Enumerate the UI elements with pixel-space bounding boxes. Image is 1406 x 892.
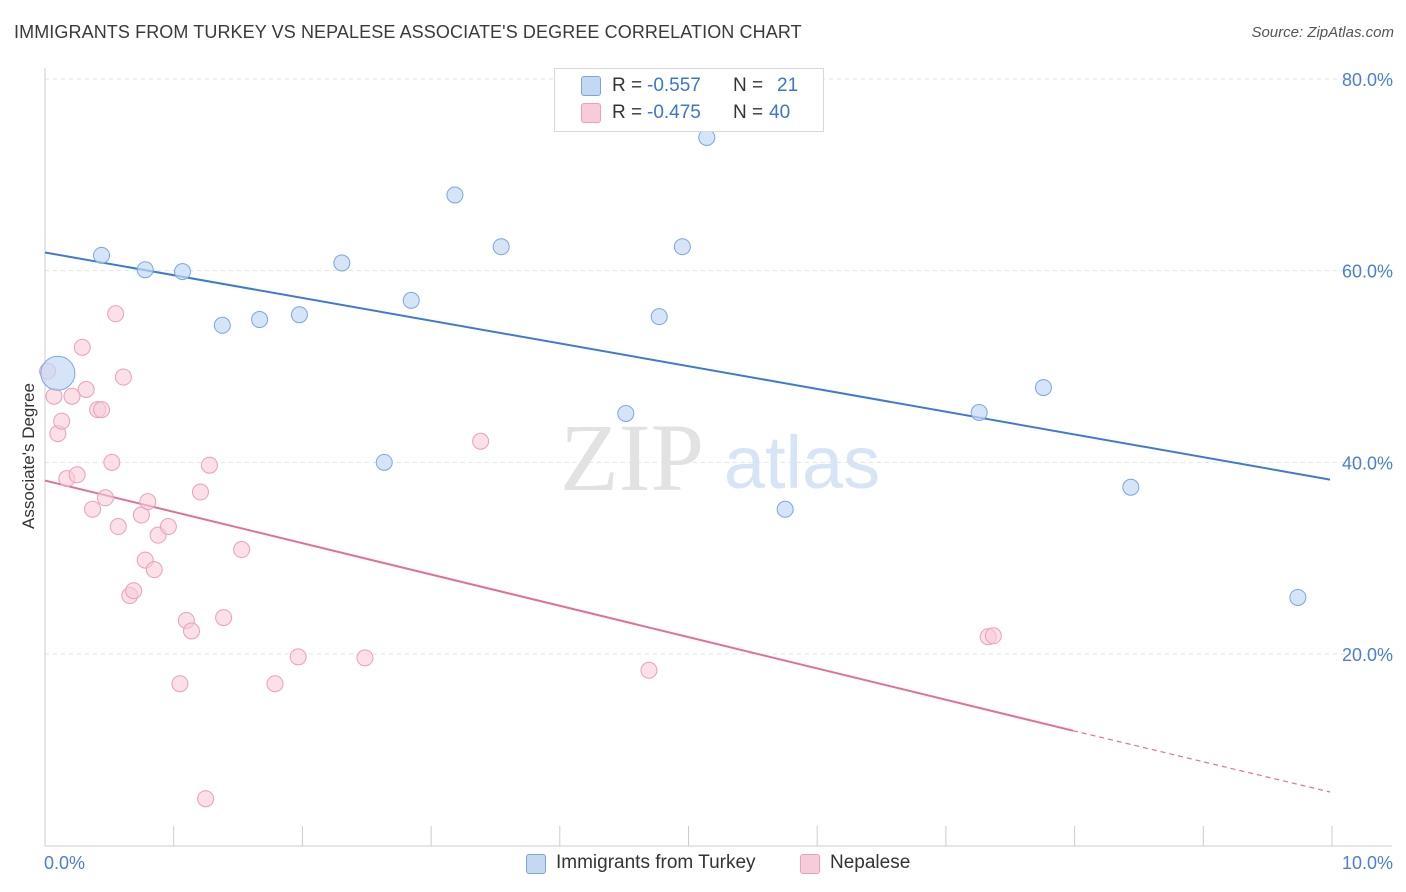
tick-labels: 20.0% 40.0% 60.0% 80.0% 0.0% 10.0% [44, 70, 1393, 873]
y-tick-label: 60.0% [1342, 262, 1393, 282]
turkey-point [776, 500, 794, 518]
nepalese-trend-extension [1072, 730, 1331, 793]
grid-lines [45, 78, 1392, 655]
r-value: -0.475 [647, 102, 701, 123]
y-tick-label: 40.0% [1342, 453, 1393, 473]
turkey-point [446, 186, 464, 204]
r-label: R = [612, 102, 643, 123]
nepalese-point [171, 675, 189, 693]
nepalese-point [159, 518, 177, 536]
nepalese-point [472, 432, 490, 450]
turkey-point [492, 238, 510, 256]
nepalese-point [197, 790, 215, 808]
watermark: ZIP atlas [560, 404, 880, 511]
nepalese-point [233, 541, 251, 559]
x-tick-label: 0.0% [44, 853, 85, 873]
turkey-point [251, 311, 269, 329]
nepalese-point [182, 622, 200, 640]
source-label: Source: ZipAtlas.com [1251, 24, 1394, 41]
nepalese-trend-line [44, 479, 1074, 732]
turkey-point [1289, 588, 1307, 606]
turkey-point [1034, 379, 1052, 397]
axes [44, 68, 1392, 847]
turkey-point [402, 291, 420, 309]
nepalese-point [96, 489, 114, 507]
nepalese-point [103, 453, 121, 471]
nepalese-point [114, 368, 132, 386]
chart-title: IMMIGRANTS FROM TURKEY VS NEPALESE ASSOC… [14, 22, 802, 42]
nepalese-point [84, 500, 102, 518]
nepalese-swatch [581, 103, 601, 123]
nepalese-point [640, 661, 658, 679]
nepalese-point [984, 627, 1002, 645]
nepalese-point [266, 675, 284, 693]
stats-legend: R = -0.557 N = 21 R = -0.475 N = 40 [554, 68, 824, 132]
data-points [39, 128, 1307, 808]
turkey-legend-swatch [526, 854, 546, 874]
nepalese-point [109, 518, 127, 536]
nepalese-point [215, 609, 233, 627]
nepalese-legend-swatch [800, 854, 820, 874]
turkey-point [673, 238, 691, 256]
watermark-atlas: atlas [724, 421, 880, 504]
turkey-point [173, 263, 191, 281]
turkey-point [375, 453, 393, 471]
turkey-point [213, 316, 231, 334]
nepalese-point [125, 582, 143, 600]
nepalese-point [107, 305, 125, 323]
x-tick-label: 10.0% [1342, 853, 1393, 873]
nepalese-point [63, 387, 81, 405]
n-label: N = [733, 102, 764, 123]
nepalese-point [191, 483, 209, 501]
n-value: 21 [777, 75, 799, 96]
y-axis-title: Associate's Degree [19, 383, 38, 529]
nepalese-legend-label: Nepalese [830, 852, 911, 873]
turkey-point [40, 355, 76, 391]
turkey-legend-label: Immigrants from Turkey [556, 852, 756, 873]
nepalese-point [356, 649, 374, 667]
nepalese-point [145, 561, 163, 579]
n-value: 40 [769, 102, 791, 123]
turkey-point [93, 246, 111, 264]
r-label: R = [612, 75, 643, 96]
r-value: -0.557 [647, 75, 701, 96]
nepalese-point [53, 412, 71, 430]
trend-lines [44, 251, 1331, 793]
y-tick-label: 80.0% [1342, 70, 1393, 90]
watermark-zip: ZIP [560, 404, 704, 511]
nepalese-point [289, 648, 307, 666]
turkey-swatch [581, 76, 601, 96]
turkey-point [333, 254, 351, 272]
turkey-point [136, 261, 154, 279]
nepalese-point [93, 401, 111, 419]
y-tick-label: 20.0% [1342, 645, 1393, 665]
turkey-trend-line [44, 251, 1331, 481]
stats-legend-row-turkey: R = -0.557 N = 21 [555, 73, 823, 99]
nepalese-point [68, 466, 86, 484]
nepalese-point [200, 456, 218, 474]
nepalese-point [77, 381, 95, 398]
n-label: N = [733, 75, 764, 96]
nepalese-point [73, 338, 91, 356]
turkey-point [617, 404, 635, 422]
turkey-point [290, 306, 308, 324]
turkey-point [1122, 478, 1140, 496]
turkey-point [970, 404, 988, 421]
stats-legend-row-nepalese: R = -0.475 N = 40 [555, 100, 823, 126]
nepalese-point [139, 493, 157, 511]
turkey-point [650, 308, 668, 326]
